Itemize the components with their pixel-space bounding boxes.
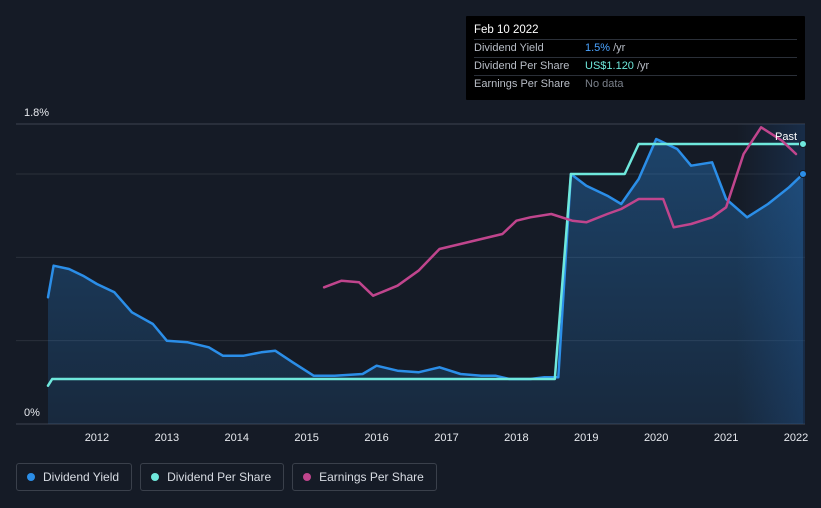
tooltip-date: Feb 10 2022 xyxy=(474,24,539,36)
dividend-per-share-end-marker xyxy=(799,140,807,148)
series-layer xyxy=(46,126,807,424)
x-tick-label: 2022 xyxy=(784,432,808,444)
dividend-yield-line xyxy=(46,137,805,381)
tooltip: Feb 10 2022 Dividend Yield 1.5% /yr Divi… xyxy=(466,16,805,100)
x-tick-label: 2017 xyxy=(434,432,458,444)
legend-item-earnings-per-share[interactable]: Earnings Per Share xyxy=(292,463,437,491)
tooltip-label: Dividend Per Share xyxy=(474,60,570,72)
x-tick-label: 2020 xyxy=(644,432,668,444)
tooltip-value: US$1.120 xyxy=(585,60,634,72)
x-tick-label: 2021 xyxy=(714,432,738,444)
tooltip-unit: /yr xyxy=(636,60,650,72)
legend: Dividend Yield Dividend Per Share Earnin… xyxy=(16,463,437,491)
legend-dot-icon xyxy=(151,473,160,481)
legend-item-dividend-yield[interactable]: Dividend Yield xyxy=(16,463,133,491)
tooltip-label: Dividend Yield xyxy=(474,42,544,54)
x-tick-label: 2013 xyxy=(155,432,179,444)
past-label: Past xyxy=(775,131,797,143)
legend-item-dividend-per-share[interactable]: Dividend Per Share xyxy=(140,463,285,491)
axes: 1.8% 0% Past xyxy=(24,107,797,419)
x-tick-label: 2016 xyxy=(364,432,388,444)
earnings-per-share-line xyxy=(322,126,798,297)
x-tick-label: 2015 xyxy=(294,432,318,444)
legend-label: Earnings Per Share xyxy=(319,470,424,484)
tooltip-row-dividend-yield: Dividend Yield 1.5% /yr xyxy=(474,39,797,57)
x-tick-label: 2018 xyxy=(504,432,528,444)
x-tick-label: 2012 xyxy=(85,432,109,444)
tooltip-unit: /yr xyxy=(613,42,626,54)
y-axis-bottom-label: 0% xyxy=(24,407,40,419)
tooltip-row-dividend-per-share: Dividend Per Share US$1.120 /yr xyxy=(474,57,797,75)
tooltip-value: 1.5% xyxy=(585,42,611,54)
x-tick-label: 2014 xyxy=(225,432,249,444)
dividend-yield-area xyxy=(48,139,803,424)
y-axis-top-label: 1.8% xyxy=(24,107,49,119)
legend-dot-icon xyxy=(303,473,312,481)
x-axis-ticks: 2012 2013 2014 2015 2016 2017 2018 2019 2020 2021… xyxy=(85,432,809,444)
legend-dot-icon xyxy=(27,473,35,481)
legend-label: Dividend Yield xyxy=(43,470,120,484)
tooltip-label: Earnings Per Share xyxy=(474,78,570,90)
legend-label: Dividend Per Share xyxy=(167,470,272,484)
dividend-per-share-line xyxy=(46,142,805,387)
x-tick-label: 2019 xyxy=(574,432,598,444)
tooltip-value: No data xyxy=(585,78,624,90)
tooltip-row-earnings-per-share: Earnings Per Share No data xyxy=(474,75,797,93)
dividend-yield-end-marker xyxy=(799,170,807,178)
